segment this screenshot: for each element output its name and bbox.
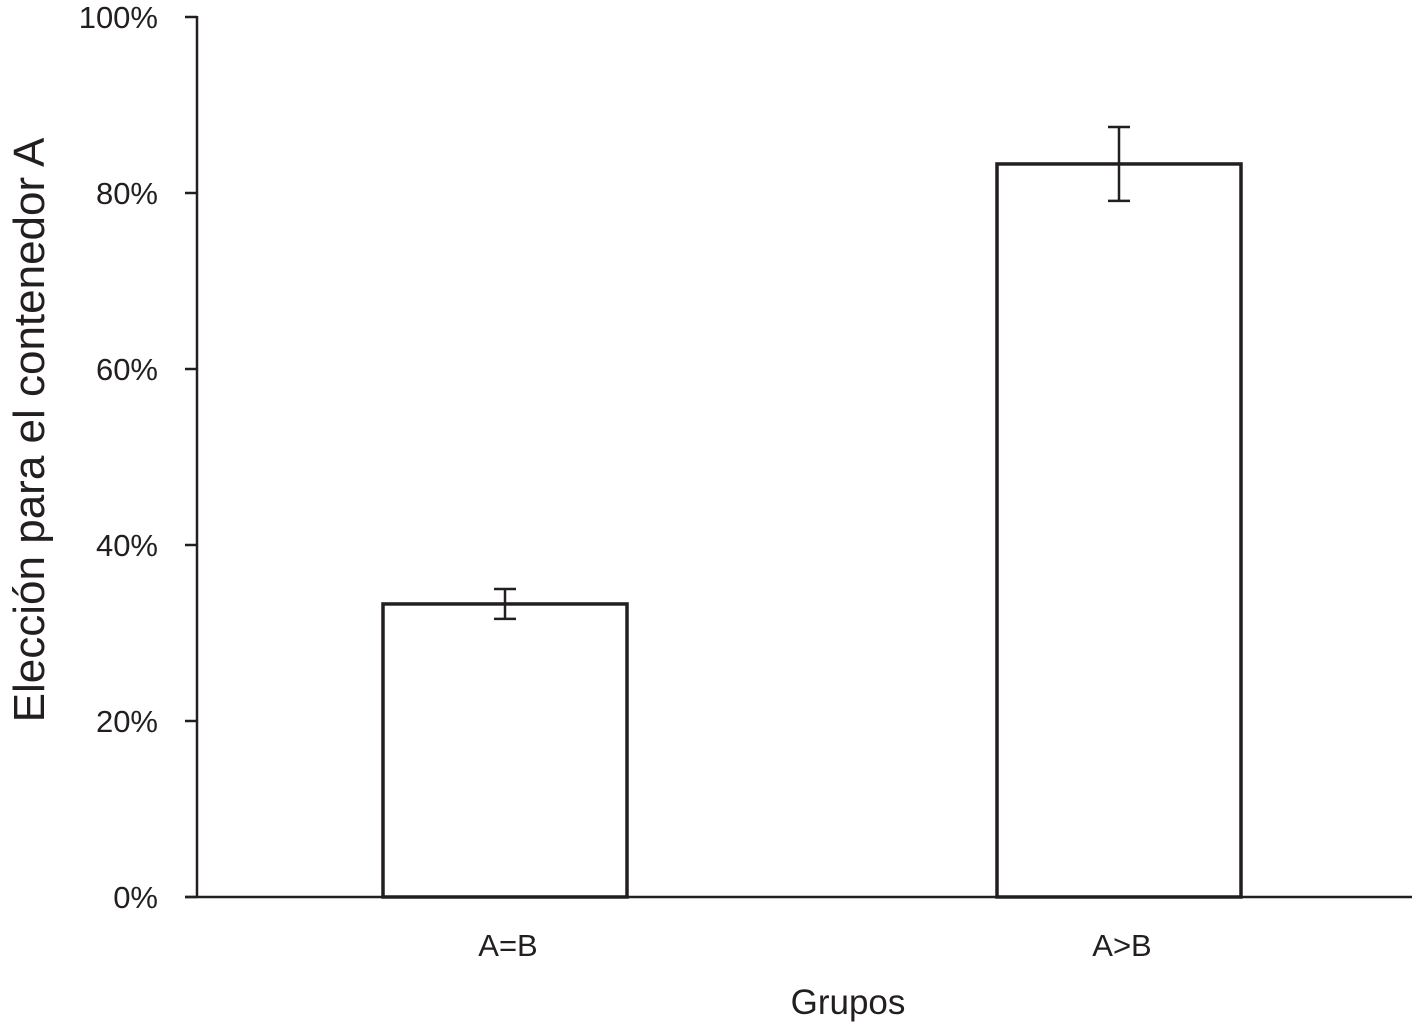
y-tick-label: 100% (79, 0, 158, 35)
bars (381, 125, 1243, 899)
y-axis-title: Elección para el contenedor A (5, 137, 54, 722)
y-tick-label: 0% (113, 880, 158, 915)
y-tick-label: 40% (96, 528, 158, 563)
y-tick-label: 20% (96, 704, 158, 739)
x-tick-label: A=B (478, 928, 537, 963)
bar (995, 162, 1243, 899)
y-axis-ticks: 0% 20% 40% 60% 80% 100% (79, 0, 197, 915)
x-axis-title: Grupos (791, 983, 906, 1022)
bar (381, 602, 629, 899)
y-tick-label: 80% (96, 176, 158, 211)
x-tick-label: A>B (1092, 928, 1151, 963)
x-axis-ticks: A=B A>B (478, 928, 1151, 963)
y-tick-label: 60% (96, 352, 158, 387)
